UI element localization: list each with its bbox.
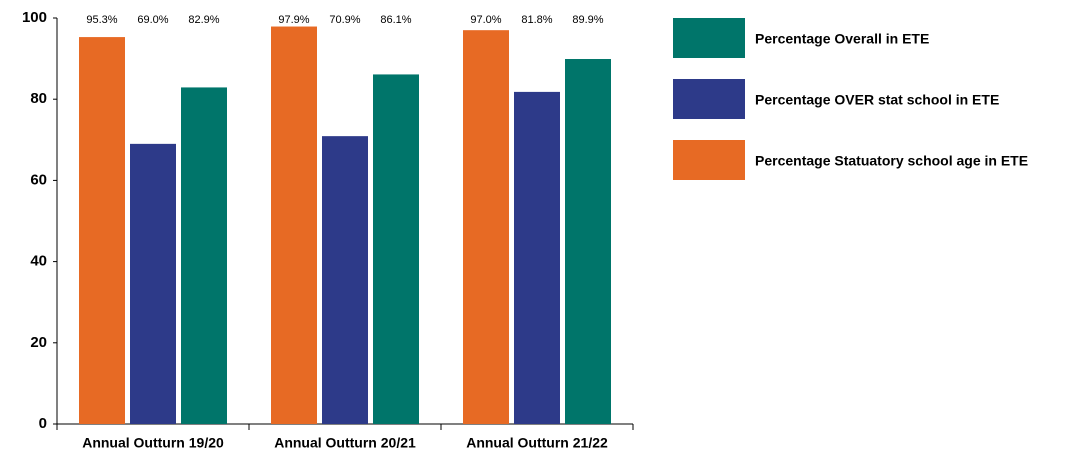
bar — [373, 74, 419, 425]
y-tick-label: 40 — [30, 253, 47, 270]
bar — [271, 26, 317, 424]
bar — [181, 87, 227, 425]
value-label: 97.0% — [470, 14, 501, 26]
value-label: 95.3% — [86, 14, 117, 26]
bar — [79, 37, 125, 424]
x-tick-label: Annual Outturn 21/22 — [466, 435, 608, 451]
bar — [130, 143, 176, 425]
bar — [322, 136, 368, 424]
legend-label: Percentage Overall in ETE — [755, 31, 929, 47]
value-label: 69.0% — [137, 14, 168, 26]
value-label: 82.9% — [188, 14, 219, 26]
y-tick-label: 80 — [30, 90, 47, 107]
value-label: 89.9% — [572, 14, 603, 26]
legend-label: Percentage OVER stat school in ETE — [755, 92, 999, 108]
value-label: 97.9% — [278, 14, 309, 26]
x-tick-label: Annual Outturn 19/20 — [82, 435, 224, 451]
value-label: 70.9% — [329, 14, 360, 26]
y-tick-label: 0 — [39, 415, 47, 432]
value-label: 86.1% — [380, 14, 411, 26]
legend-swatch — [673, 140, 745, 180]
x-tick-label: Annual Outturn 20/21 — [274, 435, 416, 451]
bar — [565, 59, 611, 424]
legend-label: Percentage Statuatory school age in ETE — [755, 153, 1028, 169]
legend-swatch — [673, 79, 745, 119]
y-tick-label: 100 — [22, 9, 47, 26]
legend-swatch — [673, 18, 745, 58]
y-tick-label: 20 — [30, 334, 47, 351]
bar — [463, 30, 509, 425]
y-tick-label: 60 — [30, 171, 47, 188]
bar — [514, 91, 560, 424]
value-label: 81.8% — [521, 14, 552, 26]
